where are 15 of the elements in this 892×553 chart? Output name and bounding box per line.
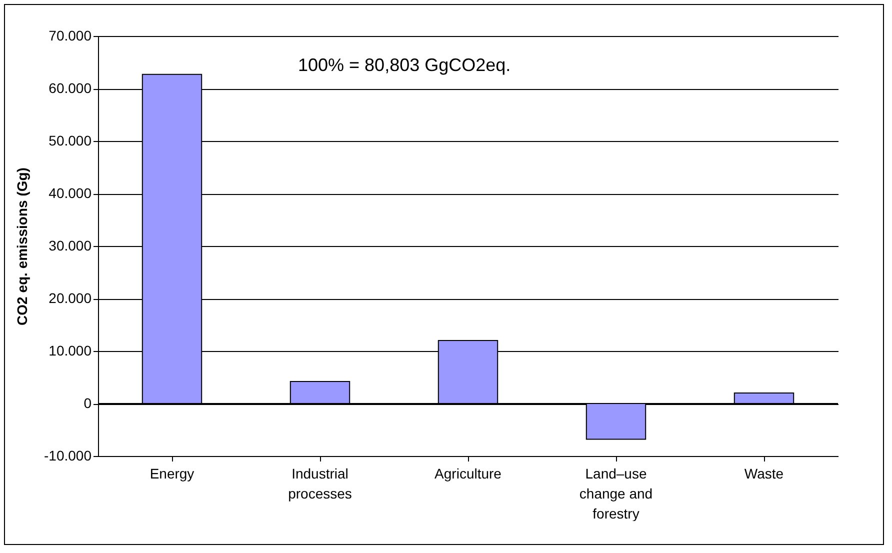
y-tick-label: 20.000: [48, 290, 92, 306]
y-tick-label: -10.000: [44, 448, 92, 464]
y-tick-label: 40.000: [48, 185, 92, 201]
x-tick-label: Industrial processes: [288, 466, 352, 502]
y-tick-label: 30.000: [48, 238, 92, 254]
y-tick-label: 60.000: [48, 80, 92, 96]
y-tick-label: 10.000: [48, 342, 92, 358]
x-tick-label: Waste: [744, 466, 784, 482]
y-tick-label: 50.000: [48, 132, 92, 148]
x-tick-label: Agriculture: [434, 466, 502, 482]
annotation: 100% = 80,803 GgCO2eq.: [298, 55, 511, 75]
y-axis-title: CO2 eq. emissions (Gg): [14, 168, 30, 326]
y-tick-label: 0: [84, 395, 92, 411]
y-tick-label: 70.000: [48, 28, 92, 44]
x-tick-label: Energy: [150, 466, 194, 482]
